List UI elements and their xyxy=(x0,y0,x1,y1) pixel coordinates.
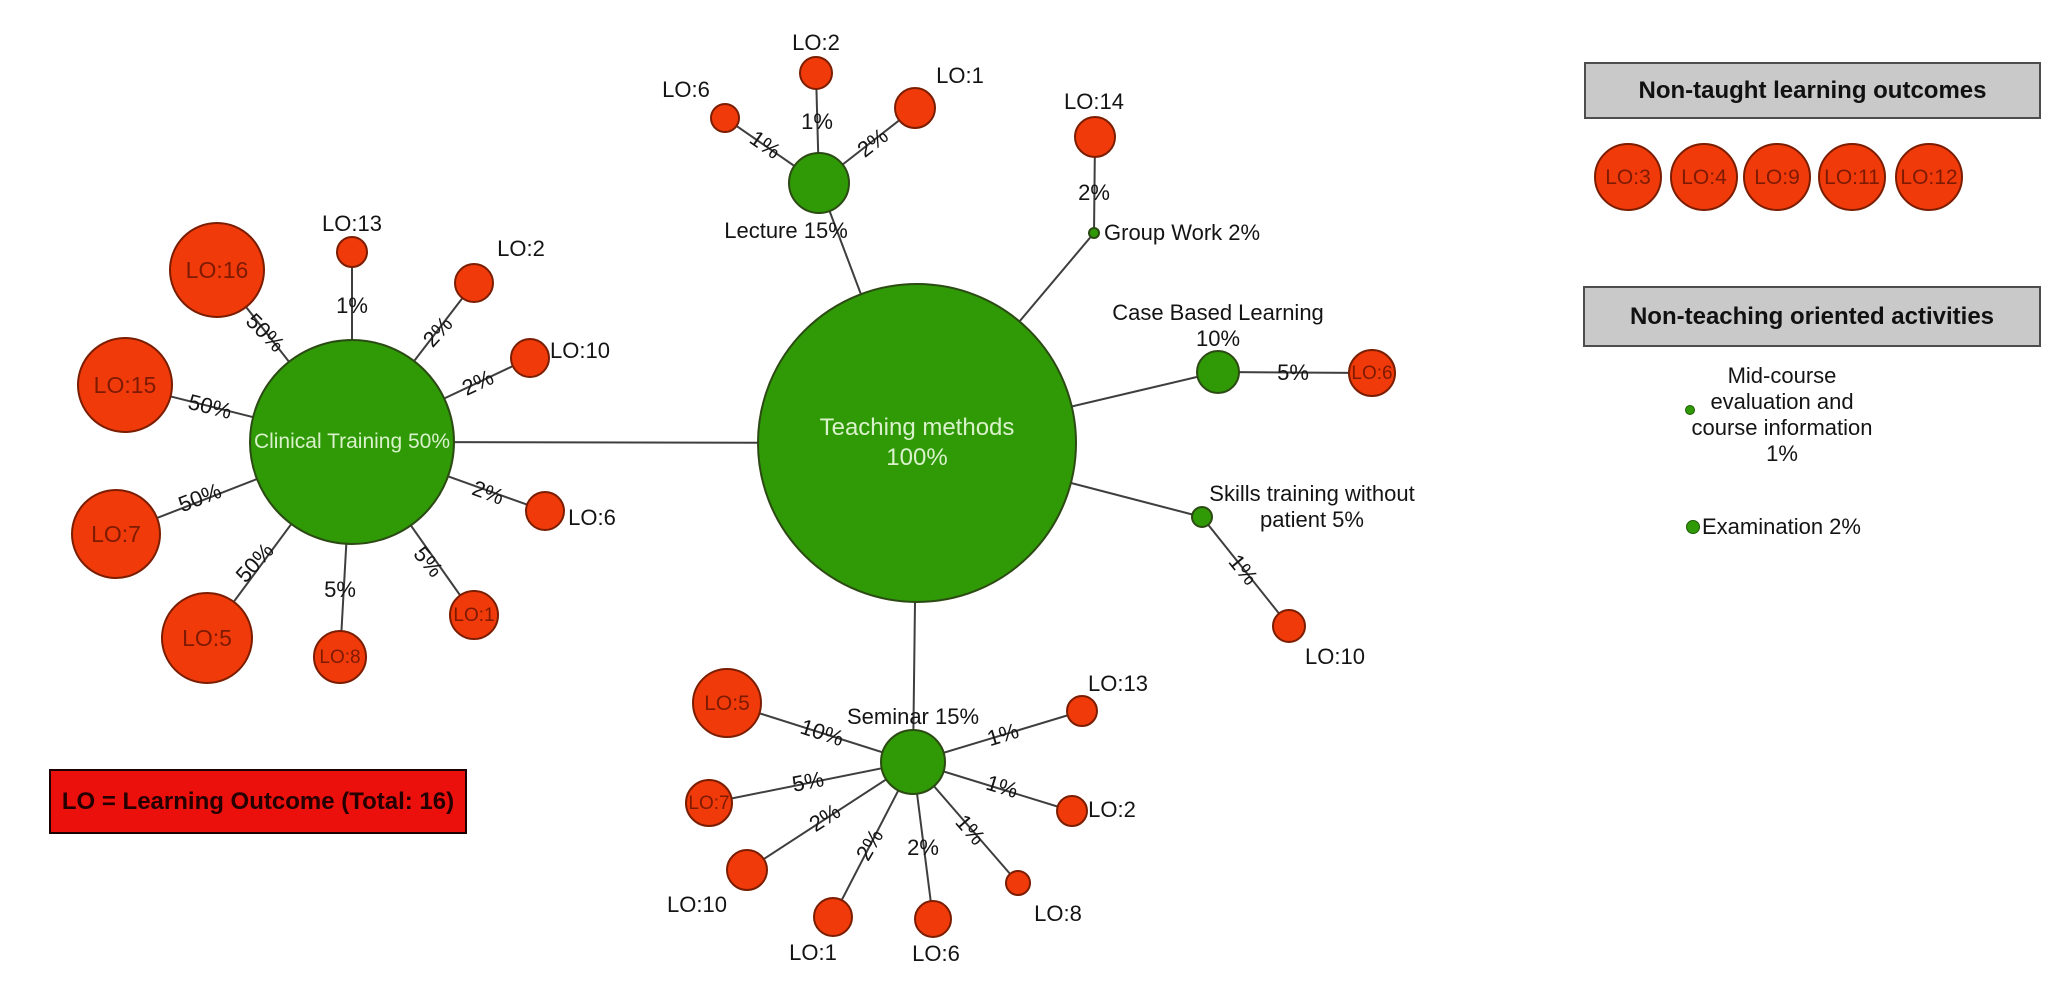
node-text-label: LO:13 xyxy=(322,211,382,236)
method-node-lecture xyxy=(788,152,850,214)
outcome-node-cl-lo13 xyxy=(336,236,368,268)
outcome-node-cl-lo1: LO:1 xyxy=(449,590,499,640)
outcome-node-lec-lo1 xyxy=(894,87,936,129)
node-text-label: LO:6 xyxy=(912,941,960,966)
mid-course-dot-icon xyxy=(1685,405,1695,415)
method-node-cbl xyxy=(1196,350,1240,394)
edge-weight-label: 2% xyxy=(907,835,939,860)
node-text-label: LO:1 xyxy=(936,63,984,88)
outcome-node-sem-lo10 xyxy=(726,849,768,891)
edge-seminar-sem-lo7 xyxy=(708,761,914,804)
method-node-skills xyxy=(1191,506,1213,528)
method-node-seminar xyxy=(880,729,946,795)
node-text-label: LO:13 xyxy=(1088,671,1148,696)
node-text-label: LO:2 xyxy=(792,30,840,55)
method-node-clinical: Clinical Training 50% xyxy=(249,339,455,545)
node-text-label: Lecture 15% xyxy=(724,218,848,243)
outcome-node-cl-lo2 xyxy=(454,263,494,303)
legend-non-teaching-panel: Non-teaching oriented activities xyxy=(1583,286,2041,347)
outcome-node-sem-lo8 xyxy=(1005,870,1031,896)
outcome-node-sem-lo13 xyxy=(1066,695,1098,727)
method-node-groupwork xyxy=(1088,227,1100,239)
outcome-node-sk-lo10 xyxy=(1272,609,1306,643)
legend-non-taught-panel: Non-taught learning outcomes xyxy=(1584,62,2041,119)
mid-course-line: 1% xyxy=(1766,441,1798,466)
outcome-node-lec-lo2 xyxy=(799,56,833,90)
outcome-node-legend-lo3: LO:3 xyxy=(1594,143,1662,211)
lo-note-text: LO = Learning Outcome (Total: 16) xyxy=(61,787,455,815)
outcome-node-cl-lo10 xyxy=(510,338,550,378)
outcome-node-cl-lo5: LO:5 xyxy=(161,592,253,684)
outcome-node-legend-lo11: LO:11 xyxy=(1818,143,1886,211)
node-text-label: LO:2 xyxy=(497,236,545,261)
outcome-node-cl-lo6 xyxy=(525,491,565,531)
node-text-label: LO:14 xyxy=(1064,89,1124,114)
node-text-label: LO:10 xyxy=(667,892,727,917)
outcome-node-lec-lo6 xyxy=(710,103,740,133)
mid-course-entry: Mid-course evaluation and course informa… xyxy=(1682,363,1882,467)
node-text-label: LO:8 xyxy=(1034,901,1082,926)
outcome-node-sem-lo7: LO:7 xyxy=(685,779,733,827)
outcome-node-legend-lo12: LO:12 xyxy=(1895,143,1963,211)
edge-skills-sk-lo10 xyxy=(1201,516,1290,627)
node-text-label: LO:10 xyxy=(1305,644,1365,669)
outcome-node-legend-lo4: LO:4 xyxy=(1670,143,1738,211)
edge-weight-label: 5% xyxy=(324,577,356,602)
outcome-node-cl-lo16: LO:16 xyxy=(169,222,265,318)
node-text-label: LO:10 xyxy=(550,338,610,363)
outcome-node-cbl-lo6: LO:6 xyxy=(1348,349,1396,397)
edge-weight-label: 5% xyxy=(1277,360,1309,385)
node-text-label: Group Work 2% xyxy=(1104,220,1261,245)
node-text-label: LO:2 xyxy=(1088,797,1136,822)
mid-course-line: evaluation and xyxy=(1710,389,1854,414)
outcome-node-cl-lo8: LO:8 xyxy=(313,630,367,684)
outcome-node-cl-lo7: LO:7 xyxy=(71,489,161,579)
edge-weight-label: 2% xyxy=(1078,180,1110,205)
mid-course-line: course information xyxy=(1691,415,1873,440)
method-node-teaching: Teaching methods 100% xyxy=(757,283,1077,603)
mid-course-line: Mid-course xyxy=(1727,363,1837,388)
outcome-node-legend-lo9: LO:9 xyxy=(1743,143,1811,211)
edge-weight-label: 1% xyxy=(336,293,368,318)
outcome-node-sem-lo6 xyxy=(914,900,952,938)
node-text-label: Skills training without patient 5% xyxy=(1209,481,1415,532)
outcome-node-gw-lo14 xyxy=(1074,116,1116,158)
node-text-label: Case Based Learning 10% xyxy=(1112,300,1324,351)
examination-entry: Examination 2% xyxy=(1702,514,1861,539)
outcome-node-sem-lo2 xyxy=(1056,795,1088,827)
outcome-node-sem-lo5: LO:5 xyxy=(692,668,762,738)
edge-weight-label: 1% xyxy=(801,109,833,134)
examination-dot-icon xyxy=(1686,520,1700,534)
node-text-label: LO:6 xyxy=(662,77,710,102)
edge-cbl-cbl-lo6 xyxy=(1217,371,1373,374)
outcome-node-cl-lo15: LO:15 xyxy=(77,337,173,433)
node-text-label: LO:6 xyxy=(568,505,616,530)
legend-non-taught-title: Non-taught learning outcomes xyxy=(1638,76,1987,104)
node-text-label: Seminar 15% xyxy=(846,704,980,729)
legend-non-teaching-title: Non-teaching oriented activities xyxy=(1629,302,1995,330)
node-text-label: LO:1 xyxy=(789,940,837,965)
outcome-node-sem-lo1 xyxy=(813,897,853,937)
lo-note-box: LO = Learning Outcome (Total: 16) xyxy=(49,769,467,834)
